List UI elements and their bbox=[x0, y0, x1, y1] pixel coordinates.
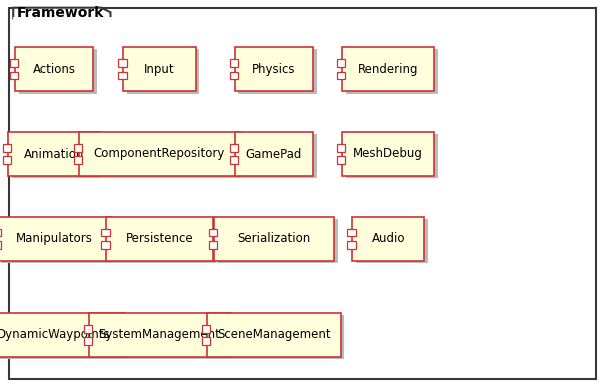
Bar bbox=[347, 229, 356, 236]
Bar bbox=[10, 72, 18, 79]
Bar bbox=[84, 337, 93, 345]
Bar bbox=[79, 132, 240, 176]
Bar bbox=[347, 241, 356, 249]
Bar bbox=[101, 229, 110, 236]
Bar bbox=[229, 59, 238, 67]
Bar bbox=[73, 156, 82, 164]
Bar bbox=[202, 325, 210, 333]
Bar bbox=[209, 241, 217, 249]
Bar bbox=[235, 132, 313, 176]
Bar bbox=[119, 59, 127, 67]
Text: Framework: Framework bbox=[17, 6, 104, 20]
Bar bbox=[229, 156, 238, 164]
Bar bbox=[107, 216, 213, 261]
Bar bbox=[93, 315, 234, 360]
Text: Serialization: Serialization bbox=[237, 232, 311, 245]
Text: ComponentRepository: ComponentRepository bbox=[94, 147, 225, 161]
Text: Persistence: Persistence bbox=[126, 232, 193, 245]
Bar bbox=[1, 219, 114, 263]
Bar bbox=[82, 134, 244, 179]
Bar bbox=[0, 313, 125, 357]
Bar bbox=[211, 315, 344, 360]
Text: Rendering: Rendering bbox=[358, 63, 418, 76]
Bar bbox=[123, 47, 196, 92]
Bar bbox=[0, 229, 1, 236]
Text: Physics: Physics bbox=[252, 63, 296, 76]
Bar bbox=[3, 156, 11, 164]
Bar bbox=[101, 241, 110, 249]
Bar bbox=[238, 134, 317, 179]
Polygon shape bbox=[13, 8, 111, 18]
Bar bbox=[217, 219, 338, 263]
Bar bbox=[337, 72, 346, 79]
Bar bbox=[0, 216, 111, 261]
Bar bbox=[337, 156, 346, 164]
Bar bbox=[8, 132, 101, 176]
Bar bbox=[337, 144, 346, 152]
Bar bbox=[10, 59, 18, 67]
Text: Actions: Actions bbox=[33, 63, 76, 76]
Text: GamePad: GamePad bbox=[246, 147, 302, 161]
Bar bbox=[127, 50, 199, 94]
Bar bbox=[356, 219, 428, 263]
Bar bbox=[110, 219, 216, 263]
Text: MeshDebug: MeshDebug bbox=[353, 147, 423, 161]
Bar bbox=[214, 216, 334, 261]
Bar bbox=[202, 337, 210, 345]
Bar bbox=[337, 59, 346, 67]
Text: SceneManagement: SceneManagement bbox=[217, 328, 330, 341]
Text: Manipulators: Manipulators bbox=[16, 232, 93, 245]
Bar bbox=[342, 132, 435, 176]
Bar bbox=[229, 144, 238, 152]
Bar bbox=[11, 134, 104, 179]
Bar bbox=[346, 50, 438, 94]
Bar bbox=[209, 229, 217, 236]
Bar bbox=[73, 144, 82, 152]
Bar bbox=[229, 72, 238, 79]
Bar bbox=[84, 325, 93, 333]
Bar bbox=[207, 313, 341, 357]
Text: Input: Input bbox=[144, 63, 175, 76]
Bar bbox=[235, 47, 313, 92]
Bar bbox=[0, 315, 128, 360]
Bar bbox=[238, 50, 317, 94]
Bar bbox=[15, 47, 93, 92]
Bar bbox=[352, 216, 424, 261]
Bar bbox=[119, 72, 127, 79]
Bar bbox=[346, 134, 438, 179]
Text: Audio: Audio bbox=[371, 232, 405, 245]
Bar bbox=[89, 313, 230, 357]
Bar bbox=[0, 241, 1, 249]
Bar bbox=[3, 144, 11, 152]
Bar bbox=[342, 47, 435, 92]
Bar bbox=[19, 50, 97, 94]
Text: Animation: Animation bbox=[24, 147, 84, 161]
Text: DynamicWaypoints: DynamicWaypoints bbox=[0, 328, 111, 341]
Text: SystemManagement: SystemManagement bbox=[99, 328, 220, 341]
